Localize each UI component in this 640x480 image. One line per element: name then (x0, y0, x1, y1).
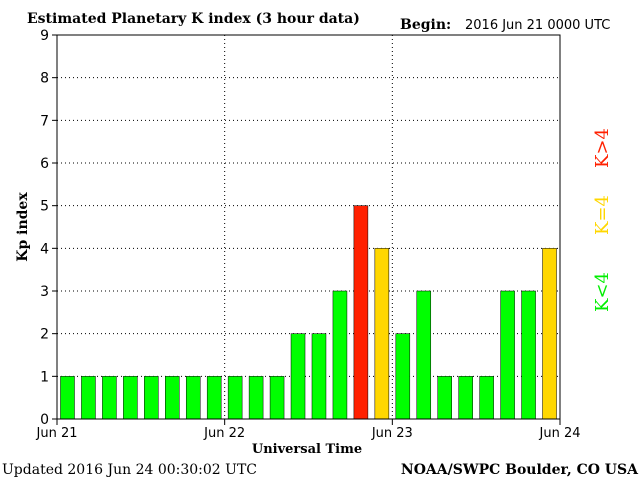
kp-bar (123, 376, 138, 420)
y-tick-label: 0 (40, 412, 49, 428)
y-tick-label: 8 (40, 71, 49, 87)
kp-bar (81, 376, 96, 420)
kp-bar (458, 376, 473, 420)
kp-bar (542, 248, 557, 420)
kp-bar (437, 376, 452, 420)
y-tick-label: 5 (40, 199, 49, 215)
kp-bar (165, 376, 180, 420)
kp-bar (60, 376, 75, 420)
kp-bar (416, 290, 432, 420)
kp-bar (290, 333, 306, 420)
y-tick-label: 6 (40, 156, 49, 172)
kp-bar (102, 376, 117, 420)
kp-bar (206, 376, 222, 420)
y-tick-label: 2 (40, 327, 49, 343)
y-tick-label: 7 (40, 113, 49, 129)
kp-bar (374, 248, 390, 420)
legend-high: K>4 (592, 128, 613, 168)
x-tick-label: Jun 24 (539, 426, 581, 441)
kp-bar (144, 376, 159, 420)
updated-text: Updated 2016 Jun 24 00:30:02 UTC (2, 462, 257, 478)
plot-frame (56, 34, 561, 420)
kp-bar (353, 205, 369, 420)
y-tick-label: 3 (40, 284, 49, 300)
x-tick-label: Jun 22 (203, 426, 245, 441)
chart-title: Estimated Planetary K index (3 hour data… (27, 11, 360, 27)
kp-bar (500, 290, 515, 420)
begin-value: 2016 Jun 21 0000 UTC (465, 18, 610, 33)
kp-bar (227, 376, 243, 420)
x-axis-ticks: Jun 21 Jun 22 Jun 23 Jun 24 (36, 419, 581, 441)
y-axis-label: Kp index (15, 192, 31, 262)
y-tick-label: 1 (40, 369, 49, 385)
begin-label: Begin: (400, 17, 451, 33)
kp-bar (311, 333, 327, 420)
kp-bar (395, 333, 411, 420)
x-tick-label: Jun 21 (36, 426, 78, 441)
y-axis-ticks: 0 1 2 3 4 5 6 7 8 9 (40, 28, 57, 428)
x-axis-label: Universal Time (252, 442, 362, 457)
kp-bar (521, 290, 536, 420)
legend-mid: K=4 (592, 195, 613, 235)
bars (60, 205, 557, 420)
kp-bar (479, 376, 494, 420)
y-tick-label: 4 (40, 241, 49, 257)
grid-lines (57, 35, 560, 419)
kp-bar (248, 376, 264, 420)
y-tick-label: 9 (40, 28, 49, 44)
source-text: NOAA/SWPC Boulder, CO USA (401, 462, 639, 478)
kp-bar (332, 290, 348, 420)
legend-low: K<4 (592, 272, 613, 312)
kp-bar (185, 376, 201, 420)
x-tick-label: Jun 23 (371, 426, 413, 441)
kp-bar (269, 376, 285, 420)
